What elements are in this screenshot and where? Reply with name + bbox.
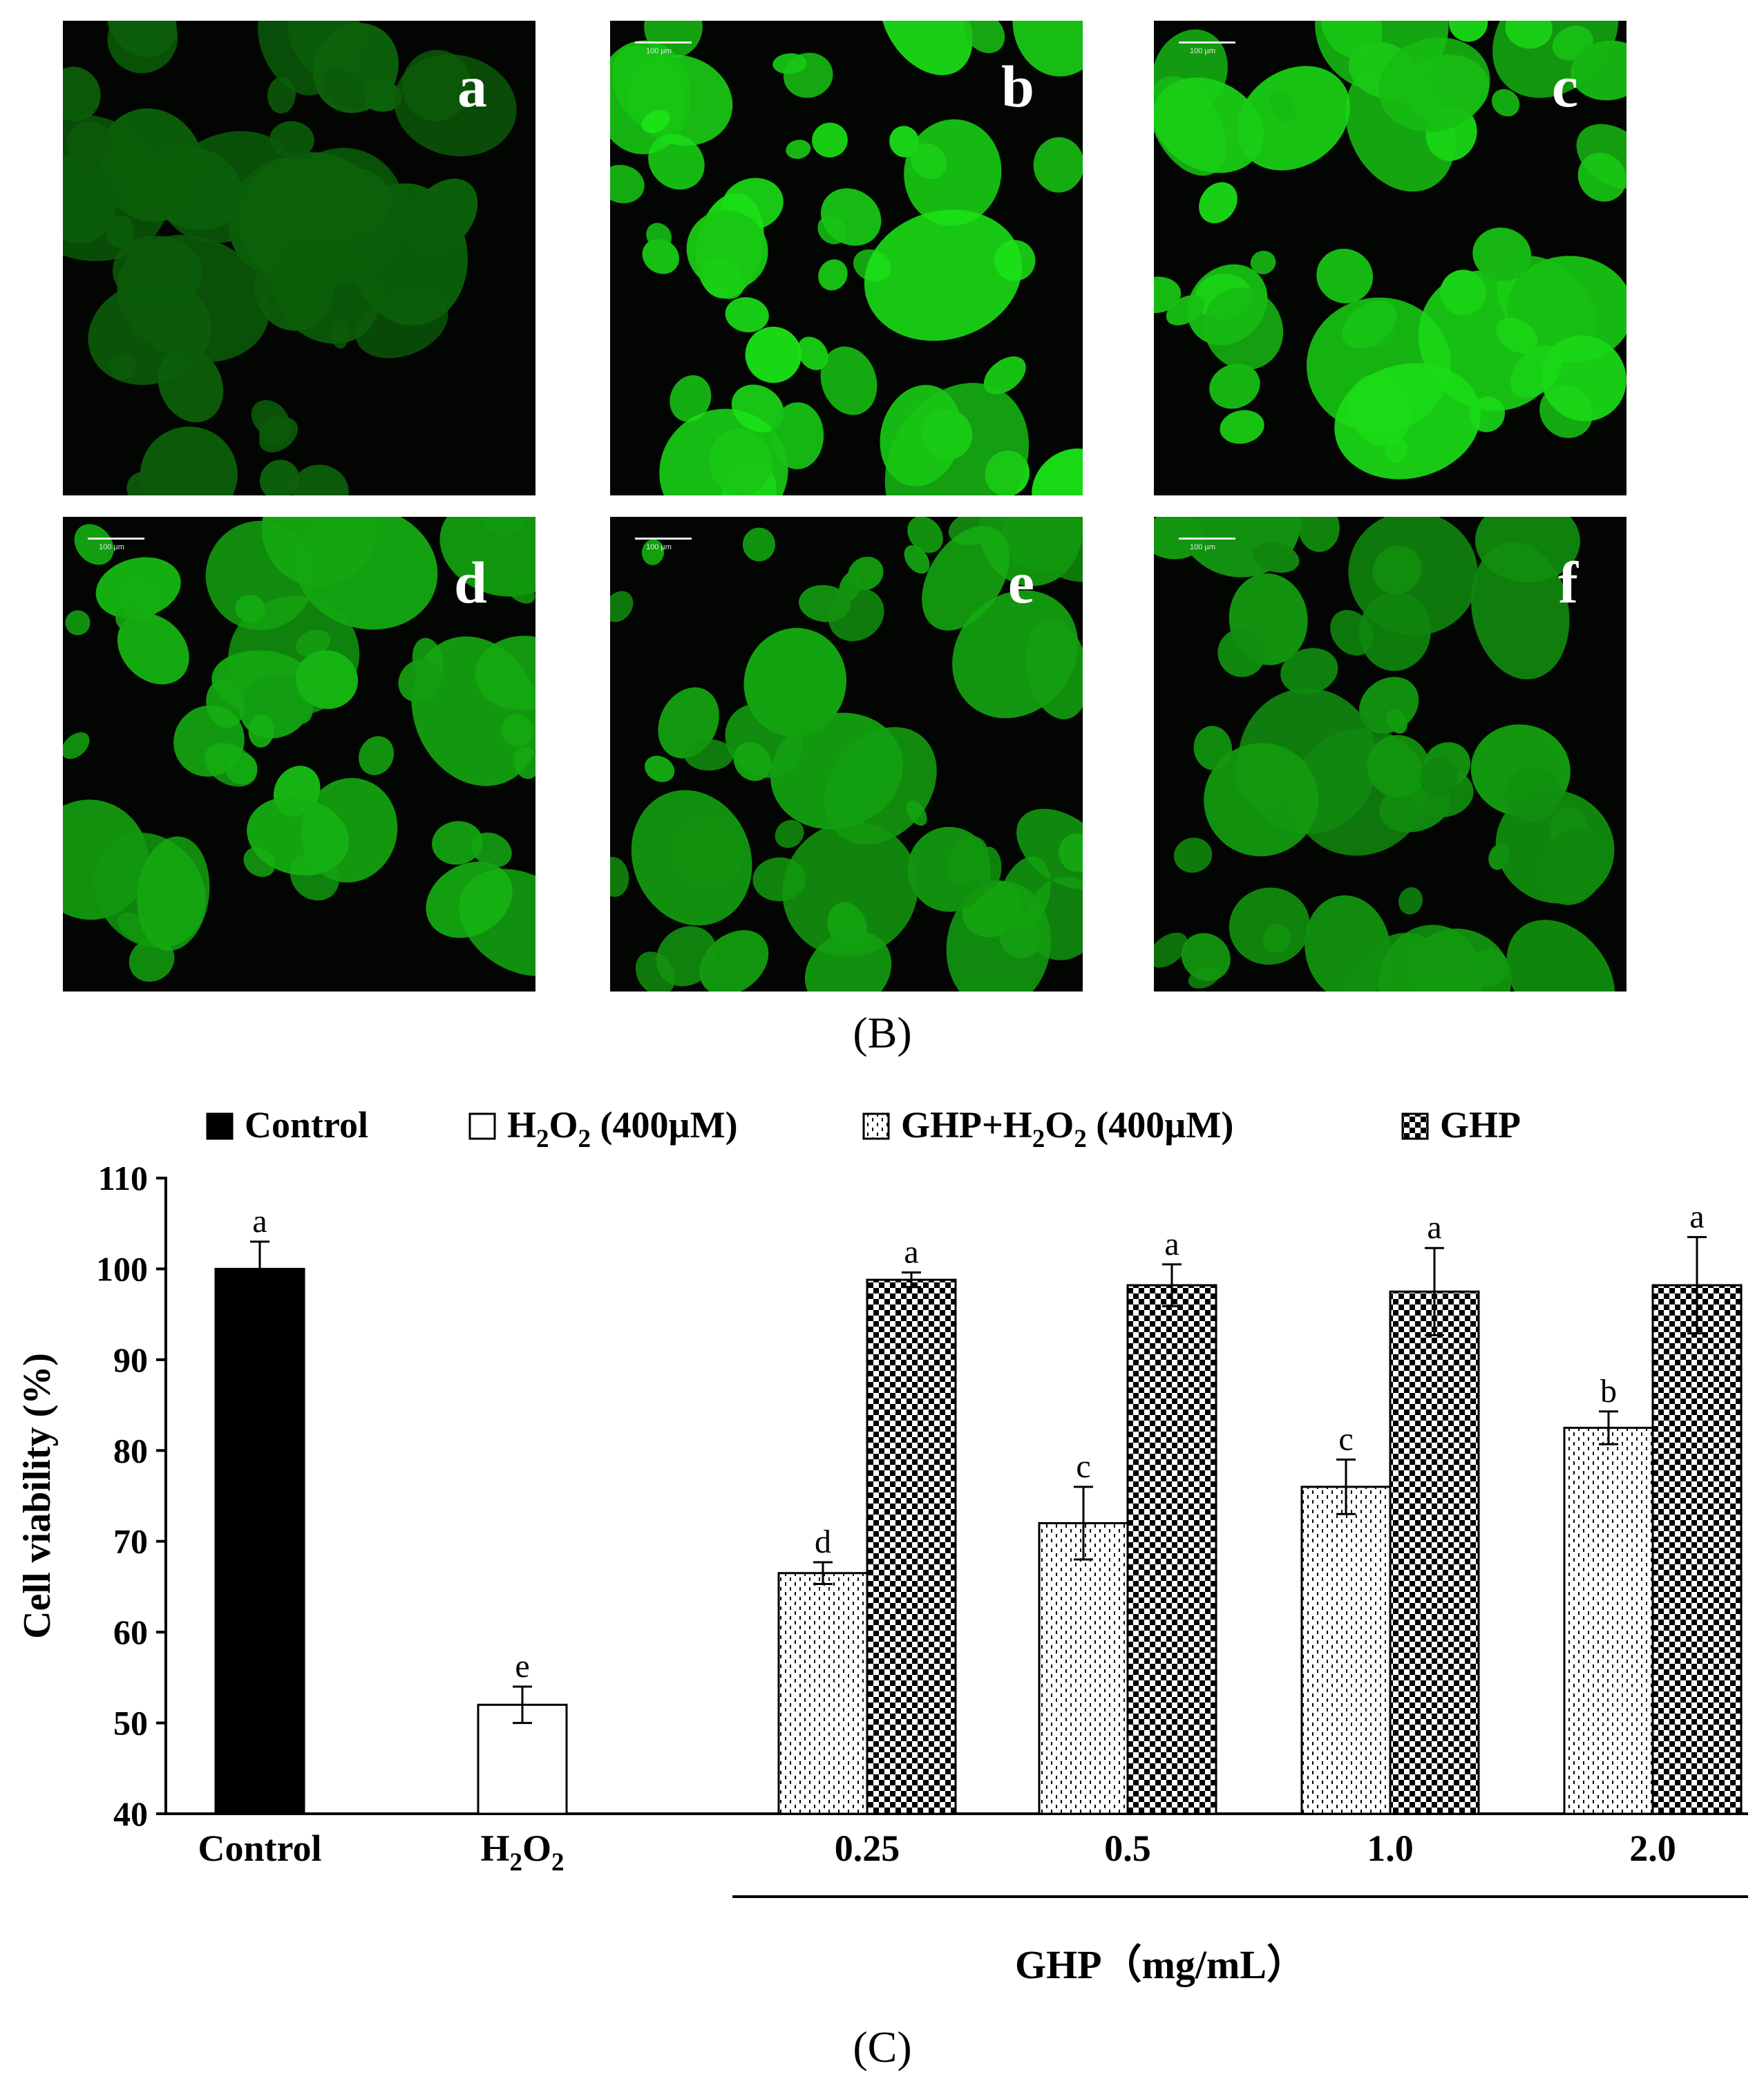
x-axis-labels: Control H2​O2​ 0.25 0.5 1.0 2.0 GHP（mg/mL） <box>198 1828 1748 1987</box>
bar-0.25-2 <box>866 1278 957 1815</box>
significance-letter: a <box>904 1234 918 1271</box>
significance-letter: c <box>1338 1421 1353 1457</box>
scale-bar-label: 100 µm <box>1190 543 1215 551</box>
panel-label: c <box>1551 53 1578 120</box>
y-tick-label: 100 <box>96 1249 148 1288</box>
x-tick-label: 2.0 <box>1629 1828 1676 1869</box>
panel-label: d <box>454 549 487 616</box>
significance-letter: d <box>815 1524 831 1560</box>
significance-letter: a <box>252 1203 267 1240</box>
scale-bar: 100 µm <box>1179 535 1235 554</box>
bar-1.0-2 <box>1389 1290 1480 1815</box>
bar-H2O2-1 <box>477 1703 568 1815</box>
bar-0.5-2 <box>1126 1284 1217 1815</box>
panel-label: f <box>1558 549 1578 616</box>
chart-axes: 40 50 60 70 80 90 100 110 Cell viability (%) <box>16 1159 1748 1833</box>
scale-bar-label: 100 µm <box>1190 47 1215 55</box>
y-tick-label: 50 <box>113 1704 148 1743</box>
micrograph-panel-a: a <box>63 21 535 495</box>
x-tick-label: H2​O2​ <box>480 1828 564 1877</box>
significance-letter: a <box>1427 1209 1441 1246</box>
legend-swatch <box>1401 1112 1429 1140</box>
micrograph-panel-d: 100 µm d <box>63 517 535 992</box>
cell-fluorescence-image <box>63 517 535 982</box>
group-axis-title: GHP（mg/mL） <box>1015 1942 1307 1987</box>
x-tick-label: 1.0 <box>1367 1828 1414 1869</box>
cell-fluorescence-image <box>1154 517 1615 992</box>
legend-label: H2​O2​ (400µM) <box>507 1104 738 1153</box>
y-axis-title: Cell viability (%) <box>16 1353 59 1639</box>
panel-label: a <box>457 53 487 120</box>
bar-Control-1 <box>214 1267 305 1815</box>
chart-bars: a e d a c a c a b a <box>214 1198 1743 1815</box>
legend-swatch <box>206 1112 234 1140</box>
significance-letter: c <box>1076 1448 1090 1485</box>
bar-0.5-1 <box>1038 1521 1129 1815</box>
cell-fluorescence-image <box>1154 21 1627 480</box>
scale-bar: 100 µm <box>635 535 692 554</box>
bar-2.0-2 <box>1651 1284 1743 1815</box>
bar-2.0-1 <box>1563 1426 1654 1815</box>
cell-fluorescence-image <box>610 517 1083 992</box>
x-tick-label: 0.25 <box>835 1828 900 1869</box>
significance-letter: e <box>515 1648 529 1685</box>
x-tick-label: Control <box>198 1828 321 1869</box>
y-tick-label: 110 <box>98 1159 148 1197</box>
bar-0.25-1 <box>777 1572 869 1815</box>
scale-bar: 100 µm <box>88 535 144 554</box>
micrograph-panel-b: 100 µm b <box>610 21 1083 495</box>
significance-letter: a <box>1164 1226 1179 1262</box>
legend-swatch <box>862 1112 890 1140</box>
scale-bar-label: 100 µm <box>646 543 672 551</box>
legend-label: Control <box>245 1104 368 1146</box>
scale-bar: 100 µm <box>1179 39 1235 58</box>
figure-caption-c: (C) <box>853 2022 912 2071</box>
scale-bar-label: 100 µm <box>646 47 672 55</box>
legend-swatch <box>468 1112 496 1140</box>
y-tick-label: 60 <box>113 1613 148 1651</box>
chart-legend: Control H2​O2​ (400µM) GHP+H2​O2​ (400µM) G… <box>206 1104 1521 1153</box>
cell-fluorescence-image <box>610 21 1083 495</box>
cell-fluorescence-image <box>63 21 517 495</box>
x-tick-label: 0.5 <box>1104 1828 1151 1869</box>
micrograph-panel-e: 100 µm e <box>610 517 1083 992</box>
y-tick-label: 90 <box>113 1340 148 1379</box>
y-tick-label: 70 <box>113 1522 148 1561</box>
micrograph-panel-f: 100 µm f <box>1154 517 1627 992</box>
panel-label: b <box>1001 53 1034 120</box>
scale-bar: 100 µm <box>635 39 692 58</box>
cell-viability-chart: Control H2​O2​ (400µM) GHP+H2​O2​ (400µM) G… <box>16 1104 1748 1987</box>
legend-label: GHP+H2​O2​ (400µM) <box>901 1104 1233 1153</box>
legend-label: GHP <box>1440 1104 1521 1146</box>
y-tick-label: 80 <box>113 1431 148 1470</box>
y-tick-label: 40 <box>113 1794 148 1833</box>
scale-bar-label: 100 µm <box>99 543 124 551</box>
micrograph-panel-c: 100 µm c <box>1154 21 1627 495</box>
significance-letter: b <box>1600 1373 1617 1410</box>
bar-1.0-1 <box>1300 1486 1392 1815</box>
panel-label: e <box>1007 549 1034 616</box>
significance-letter: a <box>1689 1198 1704 1235</box>
figure-caption-b: (B) <box>853 1008 912 1057</box>
